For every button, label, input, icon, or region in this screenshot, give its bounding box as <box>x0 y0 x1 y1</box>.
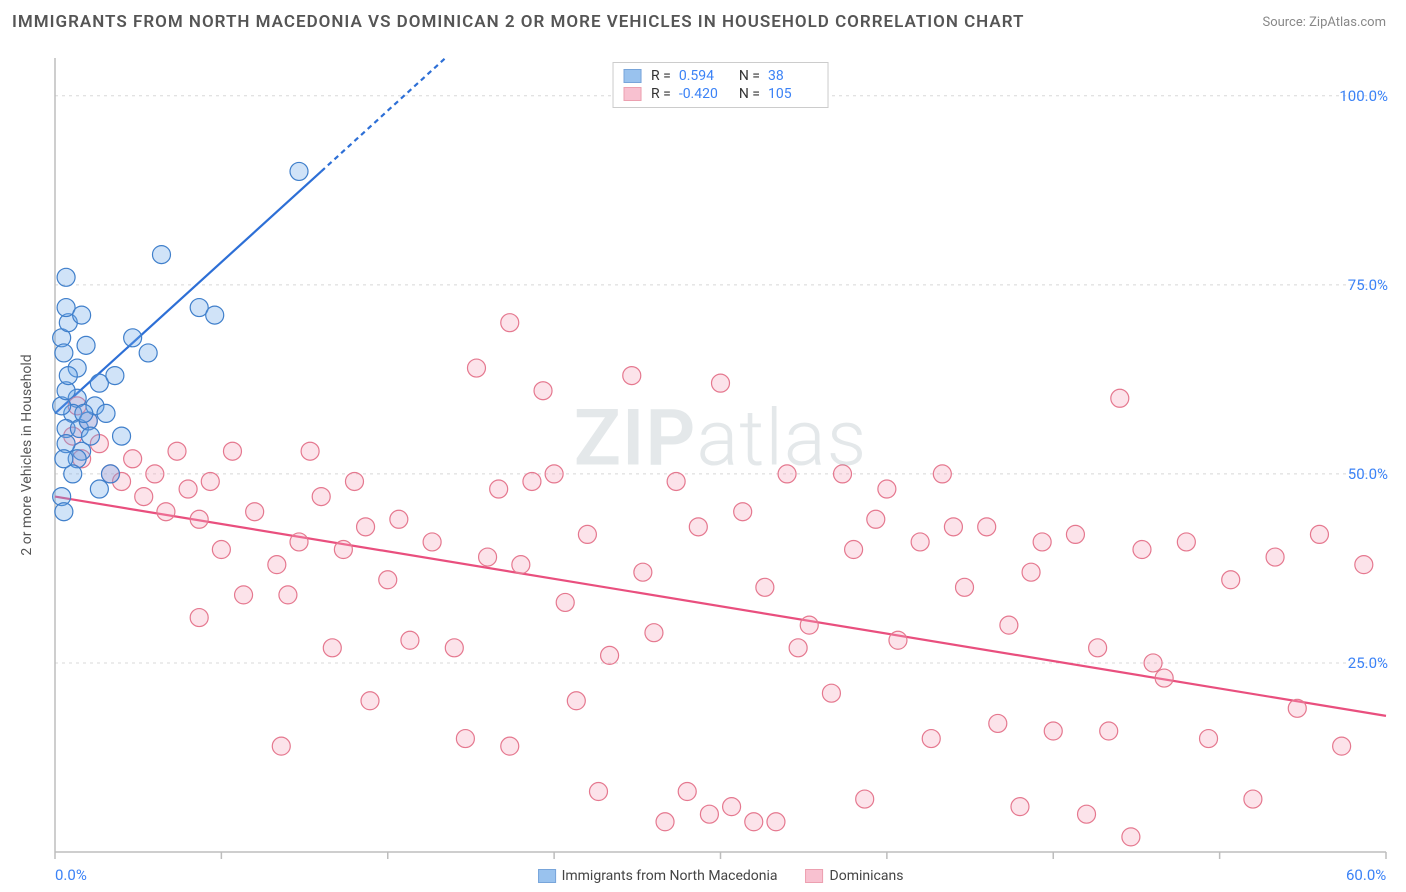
n-value-0: 38 <box>768 68 818 84</box>
legend-row-series-0: R = 0.594 N = 38 <box>623 67 818 85</box>
n-label: N = <box>739 68 760 84</box>
swatch-series-0 <box>623 69 641 83</box>
r-value-1: -0.420 <box>679 86 729 102</box>
n-value-1: 105 <box>768 86 818 102</box>
y-tick-label: 50.0% <box>1348 465 1388 483</box>
swatch-series-1 <box>806 869 824 883</box>
scatter-plot <box>55 58 1386 852</box>
y-tick-label: 25.0% <box>1348 654 1388 672</box>
y-tick-label: 100.0% <box>1339 87 1388 105</box>
chart-title: IMMIGRANTS FROM NORTH MACEDONIA VS DOMIN… <box>12 12 1024 32</box>
legend-label-0: Immigrants from North Macedonia <box>562 868 778 884</box>
legend-item-series-0: Immigrants from North Macedonia <box>538 868 778 884</box>
series-legend: Immigrants from North Macedonia Dominica… <box>538 868 904 884</box>
x-tick-label: 0.0% <box>55 866 87 884</box>
swatch-series-1 <box>623 87 641 101</box>
r-label: R = <box>651 86 671 102</box>
correlation-legend: R = 0.594 N = 38 R = -0.420 N = 105 <box>612 62 829 108</box>
legend-label-1: Dominicans <box>830 868 904 884</box>
source-attribution: Source: ZipAtlas.com <box>1262 15 1386 30</box>
header: IMMIGRANTS FROM NORTH MACEDONIA VS DOMIN… <box>0 0 1406 40</box>
legend-row-series-1: R = -0.420 N = 105 <box>623 85 818 103</box>
x-tick-label: 60.0% <box>1346 866 1386 884</box>
legend-item-series-1: Dominicans <box>806 868 904 884</box>
y-tick-label: 75.0% <box>1348 276 1388 294</box>
chart-area: 2 or more Vehicles in Household ZIPatlas… <box>55 58 1386 852</box>
y-axis-label: 2 or more Vehicles in Household <box>19 354 35 555</box>
n-label: N = <box>739 86 760 102</box>
swatch-series-0 <box>538 869 556 883</box>
r-value-0: 0.594 <box>679 68 729 84</box>
r-label: R = <box>651 68 671 84</box>
